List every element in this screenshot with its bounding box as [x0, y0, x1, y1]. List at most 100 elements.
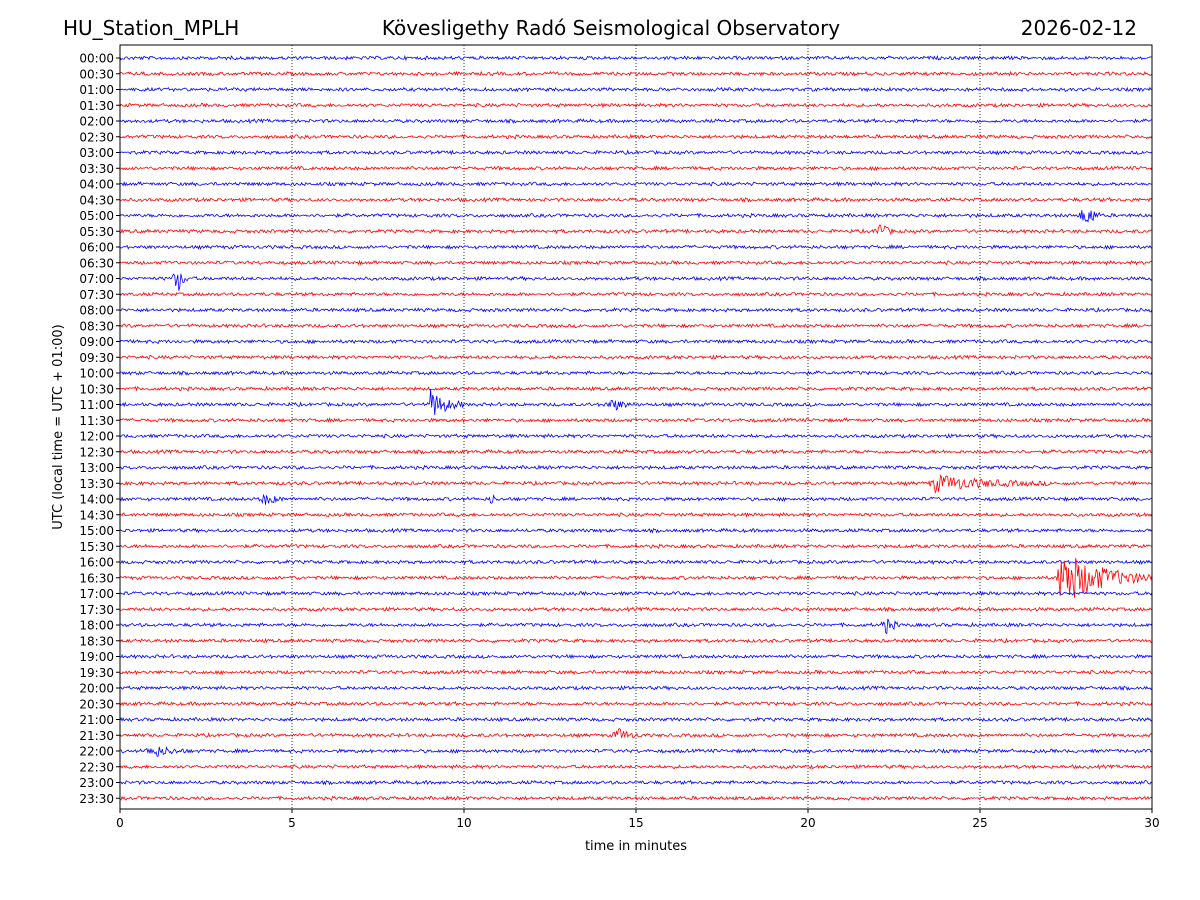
observatory-title: Kövesligethy Radó Seismological Observat… — [381, 16, 841, 40]
y-tick-label: 05:00 — [79, 209, 114, 223]
trace-0200 — [119, 118, 1153, 125]
y-tick-label: 04:00 — [79, 178, 114, 192]
y-tick-label: 13:00 — [79, 461, 114, 475]
x-axis-label: time in minutes — [585, 839, 687, 854]
trace-1830 — [119, 637, 1153, 644]
trace-1430 — [119, 511, 1153, 518]
y-tick-label: 02:00 — [79, 115, 114, 129]
y-tick-label: 01:30 — [79, 99, 114, 113]
y-tick-label: 18:00 — [79, 619, 114, 633]
trace-1400 — [119, 493, 1153, 505]
y-tick-label: 16:00 — [79, 556, 114, 570]
y-tick-label: 10:30 — [79, 382, 114, 396]
y-tick-label: 16:30 — [79, 571, 114, 585]
trace-2100 — [119, 716, 1153, 723]
trace-0600 — [119, 243, 1153, 250]
y-tick-label: 10:00 — [79, 367, 114, 381]
trace-2130 — [119, 727, 1153, 739]
trace-2330 — [119, 795, 1153, 802]
trace-1500 — [119, 527, 1153, 534]
trace-1200 — [119, 433, 1153, 440]
y-tick-label: 21:00 — [79, 713, 114, 727]
y-tick-label: 03:30 — [79, 162, 114, 176]
x-tick-label: 25 — [972, 816, 987, 830]
trace-1330 — [119, 474, 1153, 494]
trace-1800 — [119, 618, 1153, 635]
trace-0700 — [119, 273, 1153, 291]
y-tick-label: 08:00 — [79, 304, 114, 318]
y-tick-label: 15:00 — [79, 524, 114, 538]
y-axis-label: UTC (local time = UTC + 01:00) — [51, 324, 66, 529]
y-tick-label: 23:30 — [79, 792, 114, 806]
trace-1930 — [119, 669, 1153, 676]
trace-0730 — [119, 291, 1153, 298]
y-tick-label: 09:30 — [79, 351, 114, 365]
y-tick-label: 23:00 — [79, 776, 114, 790]
y-tick-label: 03:00 — [79, 146, 114, 160]
trace-1030 — [119, 385, 1153, 392]
y-tick-label: 00:30 — [79, 67, 114, 81]
y-tick-label: 04:30 — [79, 193, 114, 207]
trace-1900 — [119, 653, 1153, 660]
trace-1630 — [119, 557, 1153, 598]
x-axis: 0 5 10 15 20 25 30 — [116, 809, 1160, 830]
y-tick-label: 02:30 — [79, 130, 114, 144]
y-tick-label: 09:00 — [79, 335, 114, 349]
trace-0100 — [119, 86, 1153, 93]
trace-0530 — [119, 224, 1153, 236]
trace-1730 — [119, 606, 1153, 613]
trace-0430 — [119, 196, 1153, 203]
trace-2300 — [119, 779, 1153, 786]
trace-0500 — [119, 210, 1153, 223]
y-tick-label: 07:30 — [79, 288, 114, 302]
trace-1130 — [119, 417, 1153, 424]
y-tick-label: 17:30 — [79, 603, 114, 617]
x-tick-label: 0 — [116, 816, 124, 830]
x-tick-label: 30 — [1144, 816, 1159, 830]
trace-2230 — [119, 763, 1153, 770]
trace-0630 — [119, 259, 1153, 266]
y-tick-label: 14:00 — [79, 493, 114, 507]
trace-0400 — [119, 181, 1153, 188]
trace-2200 — [119, 745, 1153, 757]
x-tick-label: 10 — [456, 816, 471, 830]
y-tick-label: 17:00 — [79, 587, 114, 601]
x-tick-label: 5 — [288, 816, 296, 830]
trace-1530 — [120, 543, 1153, 550]
y-tick-label: 00:00 — [79, 52, 114, 66]
y-tick-label: 07:00 — [79, 272, 114, 286]
x-tick-label: 15 — [628, 816, 643, 830]
y-tick-label: 12:30 — [79, 445, 114, 459]
trace-2030 — [119, 700, 1153, 707]
x-tick-label: 20 — [800, 816, 815, 830]
y-tick-label: 19:00 — [79, 650, 114, 664]
trace-1230 — [119, 448, 1153, 455]
y-tick-label: 13:30 — [79, 477, 114, 491]
y-tick-label: 15:30 — [79, 540, 114, 554]
y-tick-label: 21:30 — [79, 729, 114, 743]
y-tick-label: 22:30 — [79, 760, 114, 774]
station-name: HU_Station_MPLH — [63, 16, 240, 40]
y-tick-label: 19:30 — [79, 666, 114, 680]
y-tick-label: 18:30 — [79, 634, 114, 648]
plot-date: 2026-02-12 — [1020, 16, 1137, 40]
grid-lines — [291, 45, 981, 809]
y-tick-label: 14:30 — [79, 508, 114, 522]
trace-1300 — [119, 464, 1153, 471]
seismic-traces — [119, 54, 1153, 802]
trace-1000 — [119, 370, 1153, 377]
trace-0900 — [119, 338, 1153, 345]
trace-2000 — [119, 685, 1153, 692]
trace-0300 — [119, 149, 1153, 156]
trace-1100 — [119, 388, 1153, 415]
trace-0230 — [119, 133, 1153, 140]
trace-0800 — [119, 306, 1153, 313]
trace-1600 — [119, 558, 1153, 565]
y-tick-label: 11:30 — [79, 414, 114, 428]
trace-0030 — [119, 70, 1153, 77]
y-tick-label: 06:00 — [79, 241, 114, 255]
y-tick-label: 11:00 — [79, 398, 114, 412]
y-tick-label: 20:00 — [79, 682, 114, 696]
